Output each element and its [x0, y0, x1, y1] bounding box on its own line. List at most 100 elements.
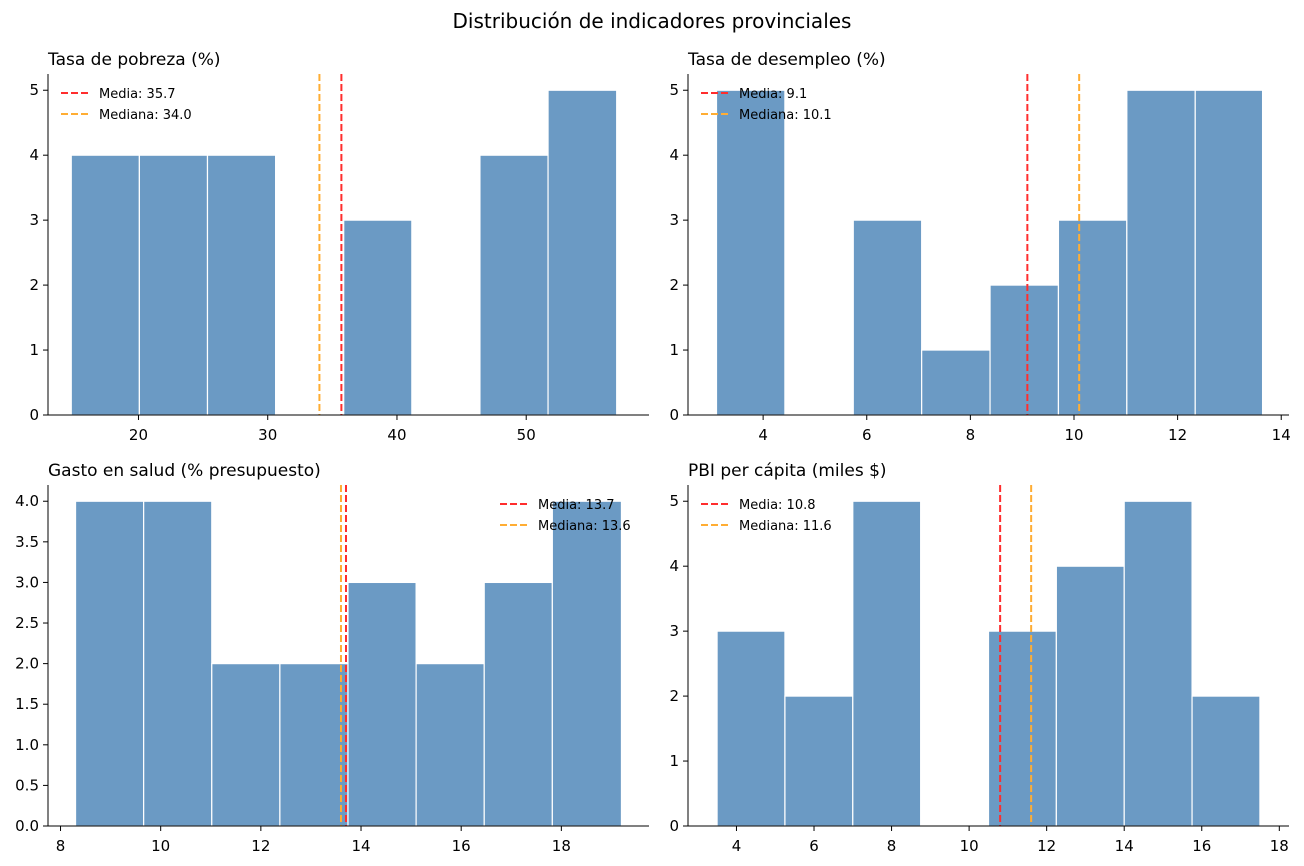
histogram-bar	[852, 500, 922, 827]
x-tick-label: 30	[258, 426, 277, 444]
histogram-bar	[279, 663, 349, 827]
histogram-bar	[74, 500, 145, 827]
histogram-bar	[347, 581, 417, 827]
y-tick-label: 0	[669, 406, 679, 424]
histogram-bar	[1055, 565, 1125, 827]
histogram-bar	[415, 663, 485, 827]
legend-mean-label: Media: 35.7	[99, 87, 176, 102]
y-tick-label: 5	[669, 492, 679, 510]
x-tick-label: 6	[809, 837, 819, 855]
x-tick-label: 4	[732, 837, 742, 855]
y-tick-label: 0.0	[15, 817, 39, 835]
histogram-bar	[987, 630, 1057, 827]
histogram-bar	[852, 219, 923, 416]
x-tick-label: 10	[960, 837, 979, 855]
histogram-bar	[1194, 89, 1264, 416]
x-tick-label: 10	[1064, 426, 1083, 444]
legend-mean-label: Media: 10.8	[739, 498, 816, 513]
legend-median-label: Mediana: 10.1	[739, 108, 832, 123]
panel-title: Gasto en salud (% presupuesto)	[48, 461, 321, 481]
y-tick-label: 1.0	[15, 736, 39, 754]
x-tick-label: 8	[887, 837, 897, 855]
x-tick-label: 12	[1037, 837, 1056, 855]
legend: Media: 10.8 Mediana: 11.6	[701, 498, 832, 534]
histogram-bar	[479, 154, 549, 416]
panel-title: Tasa de desempleo (%)	[687, 50, 886, 70]
legend-mean-label: Media: 9.1	[739, 87, 807, 102]
legend: Media: 9.1 Mediana: 10.1	[701, 87, 832, 123]
histogram-bar	[1057, 219, 1128, 416]
legend-median-label: Mediana: 11.6	[739, 519, 832, 534]
histogram-bar	[551, 500, 623, 827]
y-tick-label: 1	[669, 341, 679, 359]
x-tick-label: 18	[1270, 837, 1289, 855]
histogram-bar	[547, 89, 618, 416]
y-tick-label: 3.5	[15, 533, 39, 551]
histogram-bar	[1126, 89, 1196, 416]
y-tick-label: 3	[669, 622, 679, 640]
x-tick-label: 4	[758, 426, 768, 444]
y-tick-label: 1	[669, 752, 679, 770]
histogram-bar	[343, 219, 413, 416]
x-tick-label: 8	[966, 426, 976, 444]
histogram-bar	[143, 500, 213, 827]
y-tick-label: 4	[669, 557, 679, 575]
y-tick-label: 3	[29, 211, 39, 229]
x-tick-label: 10	[151, 837, 170, 855]
x-tick-label: 40	[387, 426, 406, 444]
legend: Media: 35.7 Mediana: 34.0	[61, 87, 192, 123]
histogram-bar	[716, 630, 786, 827]
panel-title: PBI per cápita (miles $)	[688, 461, 887, 481]
x-tick-label: 16	[452, 837, 471, 855]
y-tick-label: 1.5	[15, 695, 39, 713]
x-tick-label: 14	[1272, 426, 1291, 444]
histogram-bar	[1191, 695, 1261, 827]
x-tick-label: 16	[1192, 837, 1211, 855]
histogram-panel-3: Gasto en salud (% presupuesto) 8 10 12 14 16 1…	[15, 461, 649, 855]
x-tick-label: 14	[351, 837, 370, 855]
y-tick-label: 0.5	[15, 776, 39, 794]
histogram-bar	[989, 284, 1060, 416]
x-tick-label: 6	[862, 426, 872, 444]
x-tick-label: 14	[1115, 837, 1134, 855]
legend-median-label: Mediana: 34.0	[99, 108, 192, 123]
y-tick-label: 4	[29, 146, 39, 164]
histogram-panel-4: PBI per cápita (miles $)4 6 8 10 12 14 16 18012…	[669, 461, 1289, 855]
y-tick-label: 5	[29, 81, 39, 99]
x-tick-label: 50	[517, 426, 536, 444]
y-tick-label: 2	[669, 276, 679, 294]
histogram-bar	[715, 89, 786, 416]
histogram-bar	[1123, 500, 1193, 827]
panel-title: Tasa de pobreza (%)	[47, 50, 221, 70]
y-tick-label: 2.0	[15, 655, 39, 673]
y-tick-label: 2	[29, 276, 39, 294]
y-tick-label: 3	[669, 211, 679, 229]
histogram-bar	[138, 154, 209, 416]
histogram-panel-1: Tasa de pobreza (%) 20 30 40 50 0 1 2 3 4 5 Media: …	[29, 50, 649, 444]
x-tick-label: 12	[1168, 426, 1187, 444]
x-tick-label: 18	[552, 837, 571, 855]
y-tick-label: 5	[669, 81, 679, 99]
legend: Media: 13.7 Mediana: 13.6	[500, 498, 631, 534]
x-tick-label: 12	[251, 837, 270, 855]
histogram-bar	[211, 663, 281, 827]
y-tick-label: 2	[669, 687, 679, 705]
y-tick-label: 4	[669, 146, 679, 164]
y-tick-label: 2.5	[15, 614, 39, 632]
x-tick-label: 20	[129, 426, 148, 444]
histogram-bar	[483, 581, 553, 827]
x-tick-label: 8	[56, 837, 66, 855]
y-tick-label: 3.0	[15, 573, 39, 591]
histogram-bar	[70, 154, 140, 416]
y-tick-label: 0	[669, 817, 679, 835]
histogram-bar	[784, 695, 854, 827]
legend-mean-label: Media: 13.7	[538, 498, 615, 513]
y-tick-label: 4.0	[15, 492, 39, 510]
y-tick-label: 1	[29, 341, 39, 359]
histogram-bar	[206, 154, 277, 416]
y-tick-label: 0	[29, 406, 39, 424]
figure-title: Distribución de indicadores provinciales	[453, 9, 852, 33]
legend-median-label: Mediana: 13.6	[538, 519, 631, 534]
